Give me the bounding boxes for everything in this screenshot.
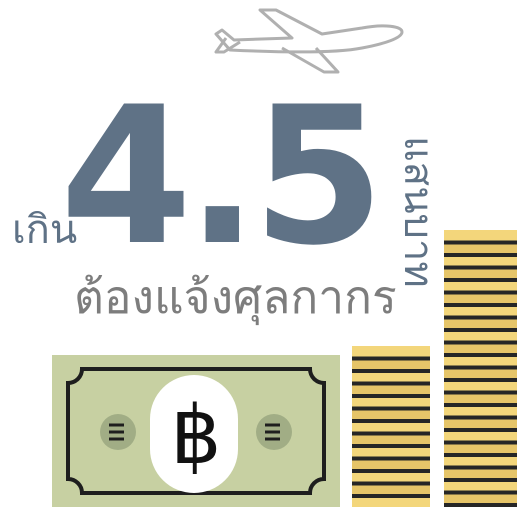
coin (444, 405, 517, 418)
coin (444, 442, 517, 455)
coin (444, 317, 517, 330)
coin (352, 483, 430, 496)
coin (444, 255, 517, 268)
coin-edge (352, 469, 430, 473)
coin (444, 480, 517, 493)
coin (352, 496, 430, 507)
coin (444, 305, 517, 318)
coin (444, 417, 517, 430)
coin (352, 383, 430, 396)
coin-edge (444, 503, 517, 507)
coin (444, 280, 517, 293)
banknote-icon: ฿ (52, 355, 340, 507)
coin-edge (444, 265, 517, 270)
coin-edge (352, 431, 430, 436)
coin-edge (444, 465, 517, 470)
headline-caption: ต้องแจ้งศุลกากร (74, 271, 397, 323)
coin-edge (352, 481, 430, 486)
coin-edge (444, 478, 517, 482)
coin (352, 446, 430, 459)
coin (352, 358, 430, 371)
coin-edge (444, 328, 517, 332)
coin-edge (352, 406, 430, 411)
coin-edge (444, 365, 517, 370)
coin-edge (352, 369, 430, 373)
coin-edge (444, 278, 517, 282)
coin-edge (444, 353, 517, 357)
coin-stack-icon (352, 230, 517, 507)
coin-edge (352, 394, 430, 398)
coin (352, 396, 430, 409)
coin-edge (352, 356, 430, 361)
coin (352, 408, 430, 421)
coin (444, 330, 517, 343)
coin-edge (352, 419, 430, 423)
baht-symbol: ฿ (171, 389, 222, 482)
coin-edge (444, 453, 517, 457)
coin-edge (444, 415, 517, 420)
coin-edge (352, 456, 430, 461)
coin (444, 492, 517, 505)
coin-edge (444, 390, 517, 395)
coin (352, 458, 430, 471)
coin-edge (444, 428, 517, 432)
coin-edge (444, 440, 517, 445)
coin-edge (444, 490, 517, 495)
headline-amount: 4.5 (60, 66, 385, 287)
coin (444, 467, 517, 480)
coin (444, 342, 517, 355)
coin-edge (444, 340, 517, 345)
coin-edge (444, 290, 517, 295)
coin (444, 355, 517, 368)
coin (444, 292, 517, 305)
coin (352, 346, 430, 359)
coin (352, 471, 430, 484)
coin-edge (444, 303, 517, 307)
coin (444, 392, 517, 405)
coin-edge (444, 315, 517, 320)
airplane-icon (214, 8, 404, 74)
coin (444, 455, 517, 468)
coin (352, 371, 430, 384)
coin-edge (352, 494, 430, 498)
coin-edge (444, 253, 517, 257)
coin (444, 267, 517, 280)
coin (444, 367, 517, 380)
coin-edge (444, 378, 517, 382)
coin (352, 421, 430, 434)
coin-edge (352, 381, 430, 386)
coin (444, 242, 517, 255)
coin (352, 433, 430, 446)
coin-edge (444, 403, 517, 407)
coin-edge (444, 240, 517, 245)
headline-prefix: เกิน (12, 208, 78, 252)
coin (444, 430, 517, 443)
coin (444, 230, 517, 243)
coin (444, 380, 517, 393)
coin-edge (352, 444, 430, 448)
